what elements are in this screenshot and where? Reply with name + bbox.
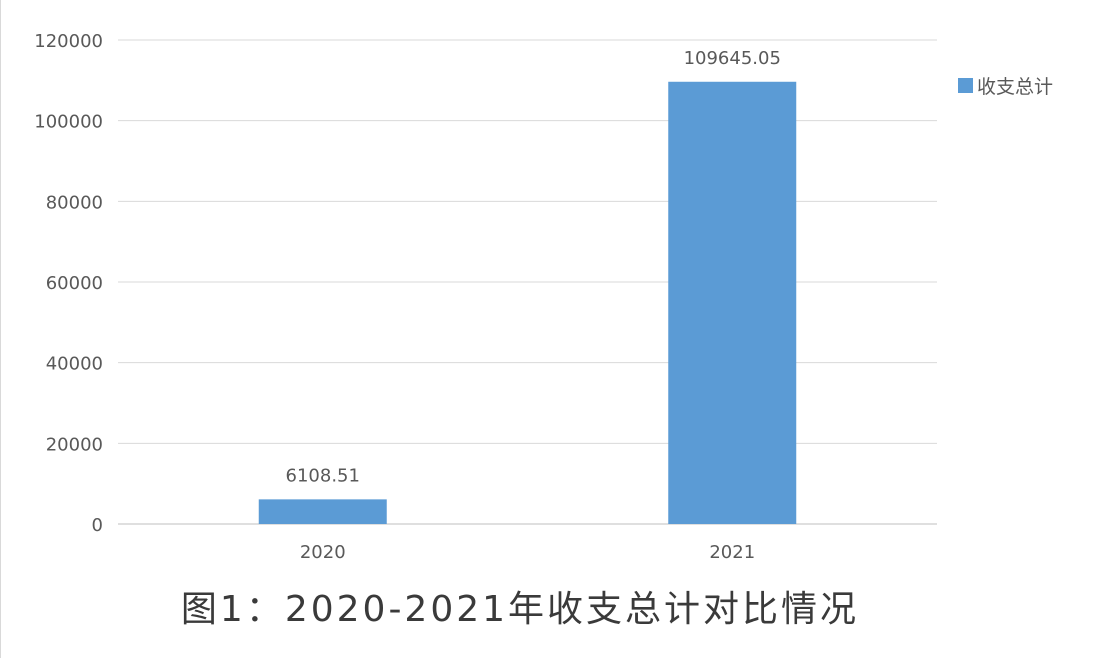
bar [668,81,797,525]
legend-swatch [958,78,973,93]
bar [258,499,387,524]
x-tick-label: 2021 [709,542,755,563]
y-tick-label: 0 [92,515,103,536]
y-tick-label: 80000 [46,192,103,213]
figure-caption: 图1：2020-2021年收支总计对比情况 [180,589,860,630]
y-tick-label: 20000 [46,434,103,455]
data-label: 6108.51 [286,465,360,486]
y-tick-label: 120000 [34,31,103,52]
y-tick-label: 100000 [34,112,103,133]
data-label: 109645.05 [684,48,781,69]
frame-border [0,0,1,658]
legend: 收支总计 [958,72,1053,99]
legend-label: 收支总计 [977,76,1054,98]
x-tick-label: 2020 [300,542,346,563]
y-tick-label: 60000 [46,273,103,294]
y-tick-label: 40000 [46,354,103,375]
